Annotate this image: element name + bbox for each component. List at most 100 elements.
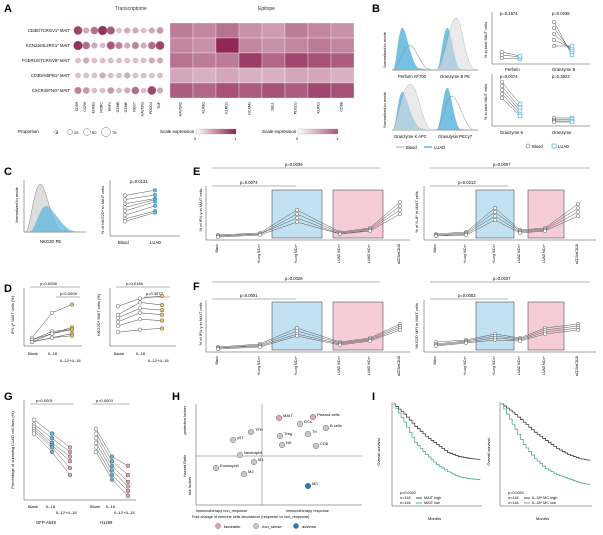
scale-tick: 1 xyxy=(336,136,339,141)
panel-f-letter: F xyxy=(193,281,200,293)
cell-point xyxy=(212,465,219,472)
data-point xyxy=(49,436,55,441)
data-point xyxy=(518,231,522,235)
heatmap-cell xyxy=(238,52,263,69)
dot-marker xyxy=(155,41,165,50)
data-point xyxy=(493,338,497,342)
panel-f-right-lines xyxy=(434,322,580,348)
heatmap-cell xyxy=(307,22,332,39)
histogram-luad xyxy=(437,87,470,130)
point-luad xyxy=(152,192,158,197)
panel-d-right-lines xyxy=(115,293,165,335)
x-tick: LUAD MCs+ xyxy=(367,244,371,263)
x-tick: LUAD MCs+ xyxy=(542,356,546,375)
data-point xyxy=(398,204,402,208)
data-point xyxy=(493,218,497,222)
dot-marker xyxy=(108,57,114,64)
pair-line xyxy=(553,21,573,56)
dot-marker xyxy=(132,27,139,34)
panel-e-right-lines xyxy=(434,202,580,238)
heatmap-cell xyxy=(261,82,286,99)
data-point xyxy=(493,206,497,210)
series-line xyxy=(435,329,579,347)
data-point xyxy=(93,440,99,445)
data-point xyxy=(295,220,299,224)
data-point xyxy=(137,296,143,301)
point-luad xyxy=(152,210,158,215)
gene-label: RORC xyxy=(100,102,104,113)
survival-curve xyxy=(393,403,481,460)
heatmap-cell xyxy=(261,52,286,69)
hist-label: Perforin AF700 xyxy=(398,74,427,79)
cell-label: Eosinophil xyxy=(220,463,239,468)
dot-marker xyxy=(148,27,155,34)
n-high: n=144 xyxy=(508,496,519,500)
data-point xyxy=(216,347,220,351)
heatmap-cell xyxy=(215,37,240,54)
panel-b-letter: B xyxy=(372,3,380,15)
point-blood xyxy=(499,83,505,89)
x-tick: Blank xyxy=(114,351,124,356)
p-value: p=0.0213 xyxy=(458,180,476,185)
data-point xyxy=(115,304,121,309)
pair-line xyxy=(501,54,521,58)
x-tick: +Lung MCs+ xyxy=(294,244,298,263)
cell-point xyxy=(236,452,243,459)
cell-point xyxy=(229,437,236,444)
panel-g-ylabel: Percentage of surviving LUAD cell lines … xyxy=(10,411,15,489)
series-line xyxy=(124,194,156,200)
panel-a-scale-label-2: Scale expression xyxy=(262,129,297,134)
cell-label: TFH xyxy=(255,427,263,432)
panel-a-epitope-title: Epitope xyxy=(258,6,275,12)
series-line xyxy=(435,327,579,346)
panel-a-scale-bar-2 xyxy=(297,128,339,135)
dot-marker xyxy=(148,57,155,64)
dot-marker xyxy=(147,86,157,95)
x-tick: LUAD MCs+ xyxy=(367,356,371,375)
histogram-luad xyxy=(30,206,78,232)
series-line xyxy=(124,210,156,220)
size-legend-label: 25 xyxy=(74,130,79,135)
group-label: H1299 xyxy=(100,520,113,525)
size-legend-dot xyxy=(67,129,73,135)
heatmap-cell xyxy=(192,22,217,39)
dot-marker xyxy=(74,86,82,95)
data-point xyxy=(258,233,262,237)
scale-tick: 1 xyxy=(234,136,237,141)
x-label: Granzyme xyxy=(552,130,572,135)
point-blood xyxy=(122,197,128,202)
x-tick: IL-12+IL-18 xyxy=(148,358,169,363)
x-tick: IL-12+IL-18 xyxy=(56,510,77,515)
highlight-box-lung xyxy=(271,301,323,351)
x-tick: IL-12+IL-18 xyxy=(114,510,135,515)
p-value: p=0.0074 xyxy=(500,74,518,79)
x-tick: IL-12+IL-18 xyxy=(60,358,81,363)
x-tick: LUAD MCs+ xyxy=(542,244,546,263)
heatmap-cell xyxy=(215,67,240,84)
p-value: p=0.0003 xyxy=(96,398,114,403)
data-point xyxy=(159,302,165,308)
series-line xyxy=(435,323,579,343)
marker-label: CD8B xyxy=(340,101,344,111)
panel-a-letter: A xyxy=(4,3,12,15)
cell-point xyxy=(313,443,320,450)
point-luad xyxy=(152,203,158,208)
heatmap-cell xyxy=(330,67,355,84)
data-point xyxy=(69,302,75,307)
cell-label: γδT xyxy=(237,435,244,440)
panel-d-left-lines xyxy=(29,302,75,344)
data-point xyxy=(109,468,115,473)
heatmap-cell xyxy=(238,22,263,39)
cell-label: DCs xyxy=(304,419,312,424)
cell-label: M0 xyxy=(312,481,318,486)
panel-i-left-curves xyxy=(393,403,481,480)
data-point xyxy=(49,431,55,436)
dot-marker xyxy=(99,57,106,64)
panel-a-size-legend: 0 25 50 75 xyxy=(54,127,117,137)
dot-marker xyxy=(83,27,90,34)
series-line xyxy=(124,205,156,216)
p-value: p=0.0037 xyxy=(493,276,511,281)
panel-g-lines xyxy=(31,417,131,498)
dot-marker xyxy=(124,57,130,64)
histogram-blood xyxy=(436,95,473,131)
